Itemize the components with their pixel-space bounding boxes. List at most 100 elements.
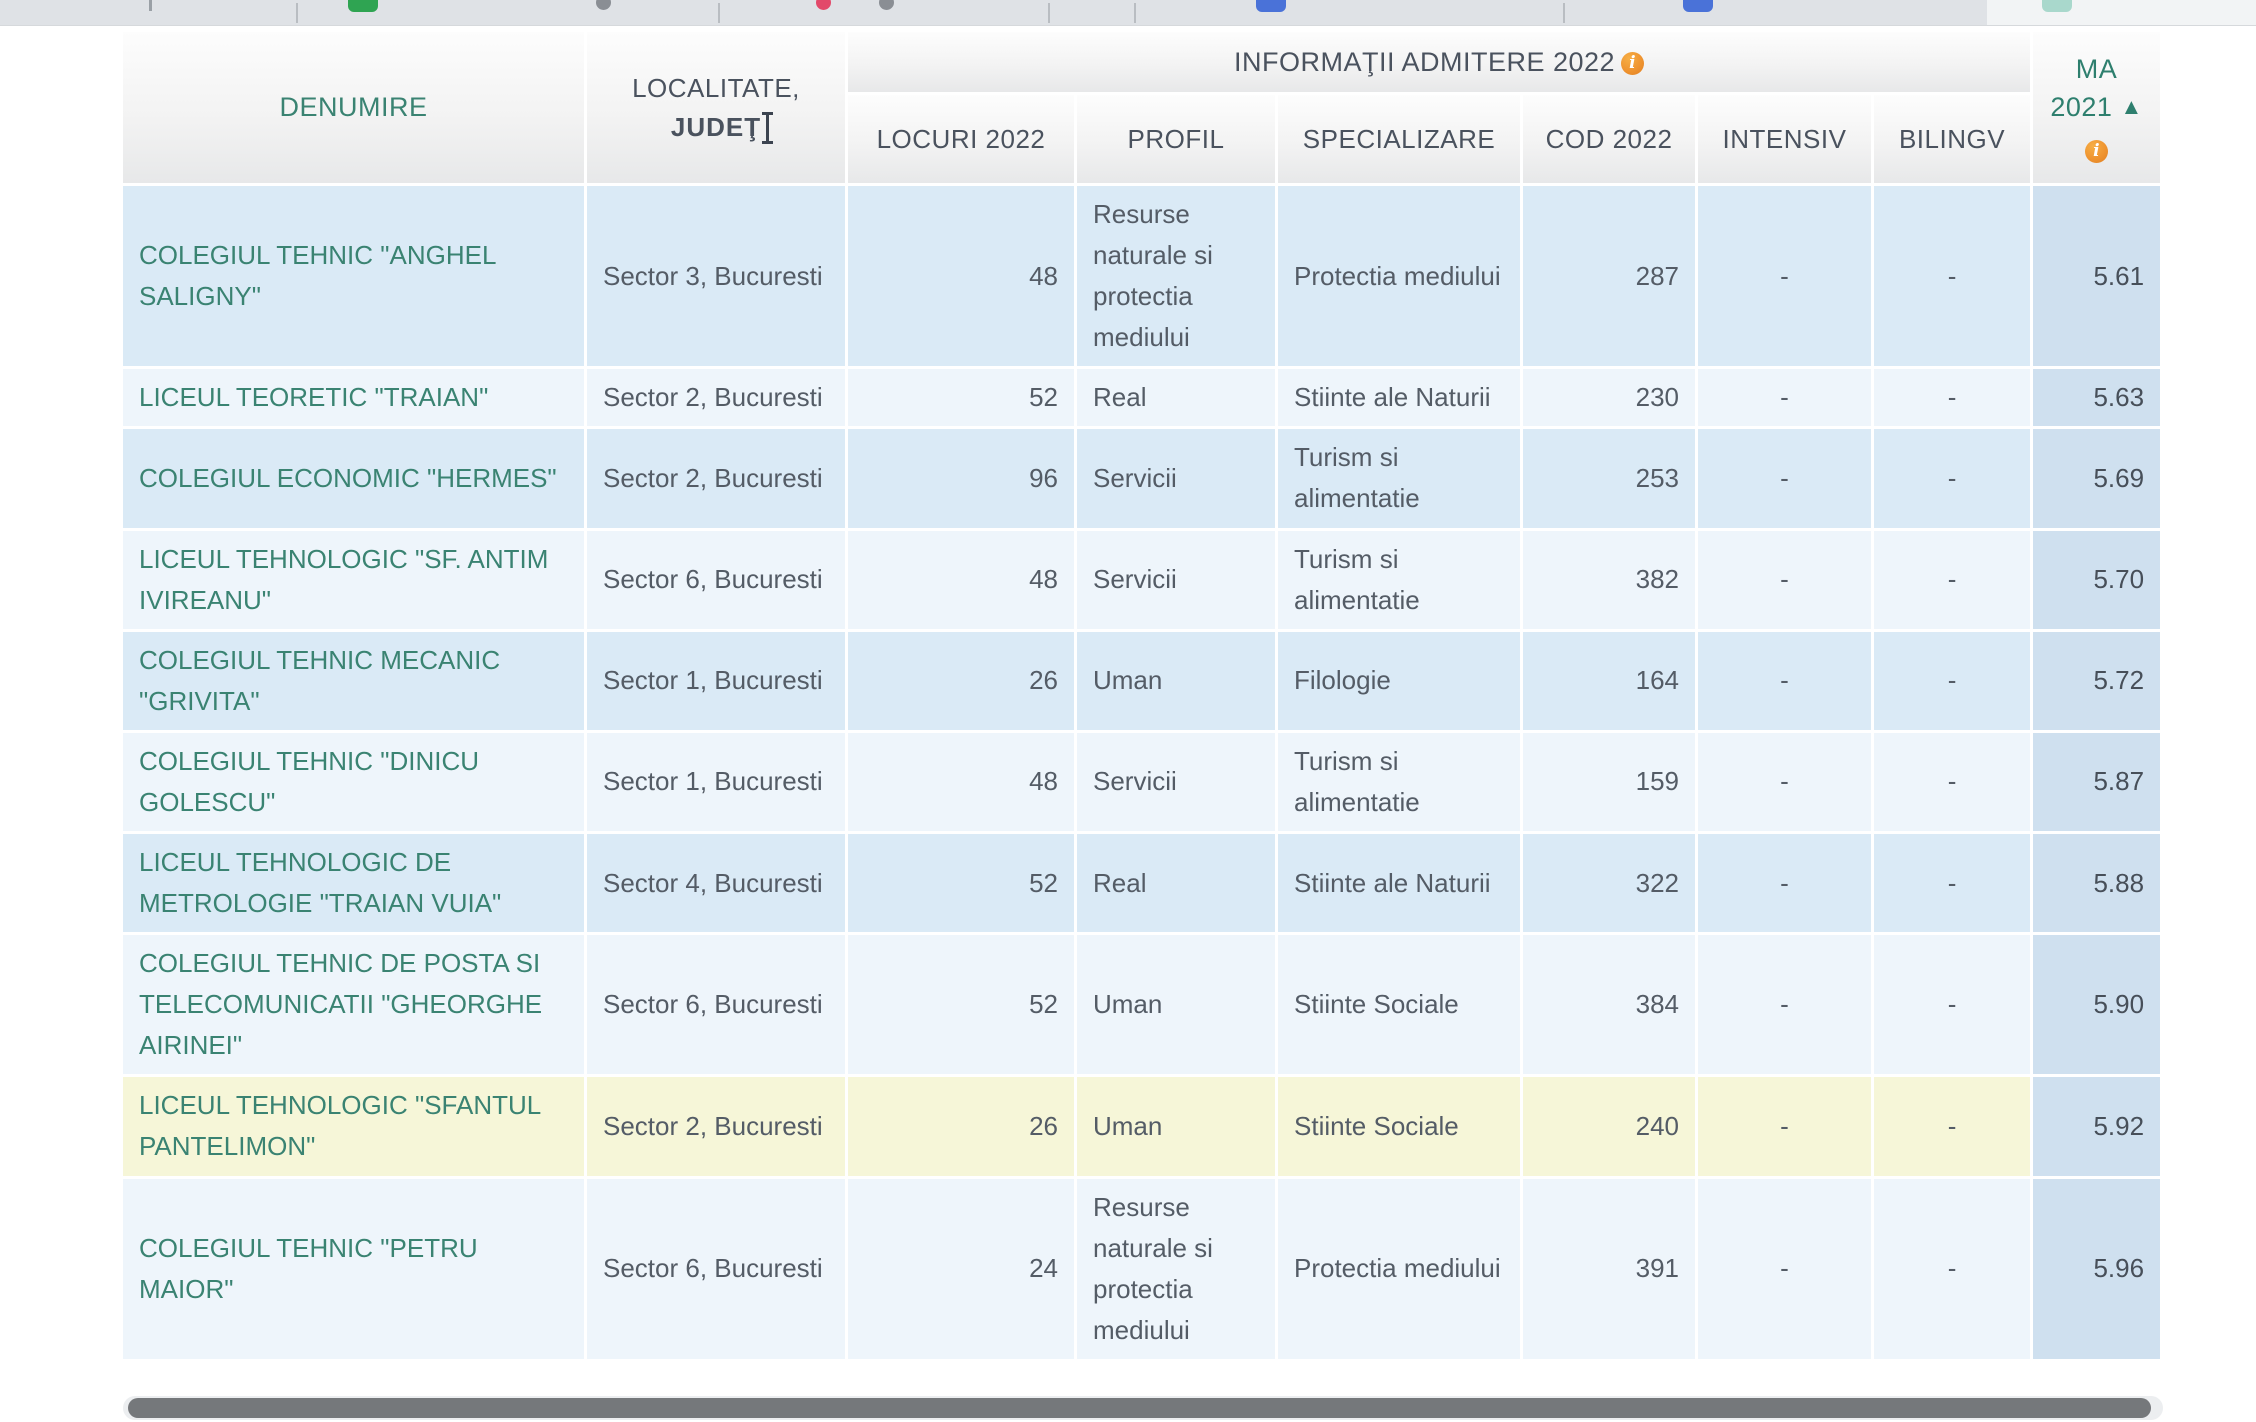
- locality-cell: Sector 4, Bucuresti: [587, 834, 848, 936]
- col-header-denumire[interactable]: DENUMIRE: [123, 32, 587, 186]
- teal-new-tab-favicon[interactable]: [2042, 0, 2072, 12]
- horizontal-scrollbar-track[interactable]: [123, 1396, 2163, 1420]
- tab-separator: [1563, 3, 1565, 23]
- ma-cell: 5.69: [2033, 429, 2164, 531]
- cod-cell: 164: [1523, 631, 1698, 733]
- green-app-favicon[interactable]: [348, 0, 378, 12]
- profil-cell: Resurse naturale si protectia mediului: [1077, 186, 1278, 370]
- school-link[interactable]: COLEGIUL TEHNIC MECANIC "GRIVITA": [139, 644, 501, 716]
- bilingv-cell: -: [1874, 834, 2034, 936]
- intensiv-cell: -: [1698, 186, 1874, 370]
- ma-cell: 5.88: [2033, 834, 2164, 936]
- specializare-cell: Filologie: [1278, 631, 1523, 733]
- bilingv-cell: -: [1874, 429, 2034, 531]
- col-header-bilingv[interactable]: BILINGV: [1874, 95, 2034, 186]
- table-row: COLEGIUL TEHNIC MECANIC "GRIVITA" Sector…: [123, 631, 2164, 733]
- tab-separator: [718, 3, 720, 23]
- ma-cell: 5.72: [2033, 631, 2164, 733]
- locality-cell: Sector 6, Bucuresti: [587, 935, 848, 1078]
- locuri-cell: 48: [848, 186, 1077, 370]
- active-tab-region[interactable]: [1987, 0, 2256, 25]
- locality-cell: Sector 2, Bucuresti: [587, 429, 848, 531]
- profil-cell: Servicii: [1077, 429, 1278, 531]
- cod-cell: 382: [1523, 530, 1698, 632]
- info-icon[interactable]: i: [1621, 51, 1645, 75]
- sort-ascending-icon: ▲: [2120, 93, 2143, 119]
- ma-cell: 5.87: [2033, 732, 2164, 835]
- info-icon[interactable]: i: [2085, 139, 2109, 163]
- table-row: LICEUL TEHNOLOGIC DE METROLOGIE "TRAIAN …: [123, 834, 2164, 936]
- col-header-locuri-2022[interactable]: LOCURI 2022: [848, 95, 1077, 186]
- col-header-cod-2022[interactable]: COD 2022: [1523, 95, 1698, 186]
- col-header-intensiv[interactable]: INTENSIV: [1698, 95, 1874, 186]
- locality-cell: Sector 6, Bucuresti: [587, 530, 848, 632]
- school-link[interactable]: LICEUL TEORETIC "TRAIAN": [139, 382, 489, 413]
- school-link[interactable]: COLEGIUL ECONOMIC "HERMES": [139, 462, 557, 493]
- col-header-profil[interactable]: PROFIL: [1077, 95, 1278, 186]
- locality-cell: Sector 2, Bucuresti: [587, 1077, 848, 1179]
- school-link[interactable]: COLEGIUL TEHNIC "PETRU MAIOR": [139, 1232, 478, 1304]
- col-group-informatii-admitere: INFORMAŢII ADMITERE 2022 i: [848, 32, 2034, 95]
- school-link[interactable]: COLEGIUL TEHNIC "DINICU GOLESCU": [139, 745, 480, 817]
- horizontal-scrollbar-thumb[interactable]: [128, 1398, 2151, 1418]
- profil-cell: Uman: [1077, 935, 1278, 1078]
- cod-cell: 230: [1523, 369, 1698, 430]
- text-cursor-ibeam: [762, 112, 773, 144]
- profil-cell: Uman: [1077, 631, 1278, 733]
- locuri-cell: 24: [848, 1178, 1077, 1362]
- table-row: LICEUL TEORETIC "TRAIAN" Sector 2, Bucur…: [123, 369, 2164, 430]
- table-row: LICEUL TEHNOLOGIC "SFANTUL PANTELIMON" S…: [123, 1077, 2164, 1179]
- profil-cell: Uman: [1077, 1077, 1278, 1179]
- school-link[interactable]: LICEUL TEHNOLOGIC DE METROLOGIE "TRAIAN …: [139, 847, 502, 919]
- bilingv-cell: -: [1874, 631, 2034, 733]
- col-header-ma-2021[interactable]: MA 2021 ▲ i: [2033, 32, 2164, 186]
- locality-cell: Sector 2, Bucuresti: [587, 369, 848, 430]
- tab-separator: [1048, 3, 1050, 23]
- bilingv-cell: -: [1874, 186, 2034, 370]
- specializare-cell: Turism si alimentatie: [1278, 429, 1523, 531]
- school-link[interactable]: LICEUL TEHNOLOGIC "SFANTUL PANTELIMON": [139, 1090, 541, 1162]
- locuri-cell: 52: [848, 369, 1077, 430]
- blue-site-favicon[interactable]: [1683, 0, 1713, 12]
- table-row: COLEGIUL ECONOMIC "HERMES" Sector 2, Buc…: [123, 429, 2164, 531]
- specializare-cell: Protectia mediului: [1278, 1178, 1523, 1362]
- locuri-cell: 48: [848, 530, 1077, 632]
- bilingv-cell: -: [1874, 369, 2034, 430]
- school-link[interactable]: LICEUL TEHNOLOGIC "SF. ANTIM IVIREANU": [139, 543, 549, 615]
- ma-cell: 5.96: [2033, 1178, 2164, 1362]
- col-header-judet-line2: JUDEŢ: [670, 111, 762, 142]
- cod-cell: 322: [1523, 834, 1698, 936]
- gray-site-favicon[interactable]: [879, 0, 894, 10]
- locality-cell: Sector 3, Bucuresti: [587, 186, 848, 370]
- locality-cell: Sector 1, Bucuresti: [587, 631, 848, 733]
- tab-separator: [296, 3, 298, 23]
- table-row: COLEGIUL TEHNIC "PETRU MAIOR" Sector 6, …: [123, 1178, 2164, 1362]
- gray-site-favicon[interactable]: [596, 0, 611, 10]
- specializare-cell: Turism si alimentatie: [1278, 530, 1523, 632]
- ma-cell: 5.90: [2033, 935, 2164, 1078]
- blue-site-favicon[interactable]: [1256, 0, 1286, 12]
- col-header-localitate[interactable]: LOCALITATE, JUDEŢ: [587, 32, 848, 186]
- profil-cell: Real: [1077, 834, 1278, 936]
- profil-cell: Resurse naturale si protectia mediului: [1077, 1178, 1278, 1362]
- bilingv-cell: -: [1874, 935, 2034, 1078]
- col-group-label: INFORMAŢII ADMITERE 2022: [1233, 46, 1616, 77]
- school-link[interactable]: COLEGIUL TEHNIC "ANGHEL SALIGNY": [139, 240, 496, 312]
- specializare-cell: Turism si alimentatie: [1278, 732, 1523, 835]
- intensiv-cell: -: [1698, 732, 1874, 835]
- cod-cell: 253: [1523, 429, 1698, 531]
- col-header-specializare[interactable]: SPECIALIZARE: [1278, 95, 1523, 186]
- ma-header-line2: 2021: [2050, 91, 2113, 122]
- red-site-favicon[interactable]: [816, 0, 831, 10]
- school-link[interactable]: COLEGIUL TEHNIC DE POSTA SI TELECOMUNICA…: [139, 948, 543, 1061]
- intensiv-cell: -: [1698, 935, 1874, 1078]
- cod-cell: 391: [1523, 1178, 1698, 1362]
- col-header-denumire-label: DENUMIRE: [279, 92, 428, 122]
- intensiv-cell: -: [1698, 834, 1874, 936]
- admissions-table: DENUMIRE LOCALITATE, JUDEŢ INFORMAŢII AD…: [123, 32, 2164, 1362]
- table-row: LICEUL TEHNOLOGIC "SF. ANTIM IVIREANU" S…: [123, 530, 2164, 632]
- table-row: COLEGIUL TEHNIC DE POSTA SI TELECOMUNICA…: [123, 935, 2164, 1078]
- table-row: COLEGIUL TEHNIC "ANGHEL SALIGNY" Sector …: [123, 186, 2164, 370]
- ma-cell: 5.70: [2033, 530, 2164, 632]
- cod-cell: 287: [1523, 186, 1698, 370]
